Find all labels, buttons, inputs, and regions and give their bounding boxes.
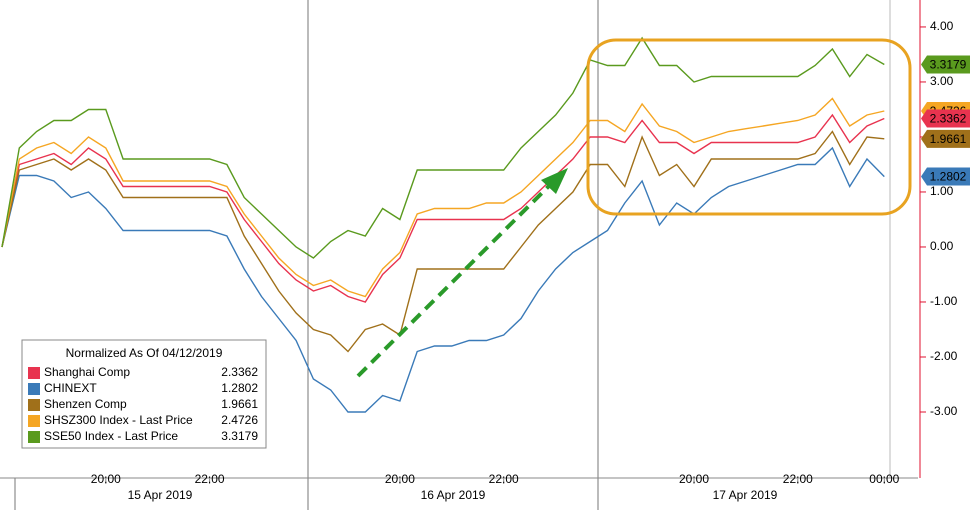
date-label: 17 Apr 2019: [713, 488, 778, 502]
value-tag-label: 3.3179: [930, 58, 967, 72]
series-line: [1, 113, 885, 303]
legend-swatch: [28, 383, 40, 395]
y-tick-label: 3.00: [930, 74, 954, 88]
value-tag-label: 2.3362: [930, 112, 967, 126]
legend-swatch: [28, 431, 40, 443]
legend-value: 2.4726: [221, 413, 258, 427]
legend-label: CHINEXT: [44, 381, 97, 395]
series-line: [1, 146, 885, 413]
trend-arrow: [356, 178, 557, 378]
legend-label: SHSZ300 Index - Last Price: [44, 413, 193, 427]
value-tag-label: 1.2802: [930, 170, 967, 184]
legend-swatch: [28, 367, 40, 379]
value-tag-label: 1.9661: [930, 132, 967, 146]
series-line: [1, 36, 885, 259]
x-tick-label: 22:00: [489, 472, 519, 486]
x-tick-label: 20:00: [679, 472, 709, 486]
y-tick-label: 0.00: [930, 239, 954, 253]
legend-swatch: [28, 415, 40, 427]
y-tick-label: -2.00: [930, 349, 958, 363]
y-tick-label: 1.00: [930, 184, 954, 198]
date-label: 15 Apr 2019: [128, 488, 193, 502]
value-tag: [921, 109, 970, 128]
value-tag: [921, 129, 970, 148]
legend-label: SSE50 Index - Last Price: [44, 429, 178, 443]
legend-value: 2.3362: [221, 365, 258, 379]
legend-value: 1.2802: [221, 381, 258, 395]
x-tick-label: 00:00: [869, 472, 899, 486]
legend-swatch: [28, 399, 40, 411]
x-tick-label: 22:00: [195, 472, 225, 486]
arrow-head: [541, 168, 568, 194]
legend-box: [21, 339, 267, 449]
y-tick-label: -1.00: [930, 294, 958, 308]
legend-label: Shanghai Comp: [44, 365, 130, 379]
x-tick-label: 22:00: [783, 472, 813, 486]
legend-value: 3.3179: [221, 429, 258, 443]
series-line: [1, 97, 885, 298]
legend-title: Normalized As Of 04/12/2019: [66, 346, 223, 360]
legend-value: 1.9661: [221, 397, 258, 411]
date-label: 16 Apr 2019: [421, 488, 486, 502]
y-tick-label: 4.00: [930, 19, 954, 33]
legend: Normalized As Of 04/12/2019 Shanghai Com…: [21, 339, 267, 449]
y-tick-label: -3.00: [930, 404, 958, 418]
highlight-box: [586, 38, 912, 216]
value-tag: [921, 55, 970, 74]
value-tag: [921, 167, 970, 186]
series-line: [1, 130, 885, 353]
x-tick-label: 20:00: [91, 472, 121, 486]
legend-label: Shenzen Comp: [44, 397, 127, 411]
x-tick-label: 20:00: [385, 472, 415, 486]
